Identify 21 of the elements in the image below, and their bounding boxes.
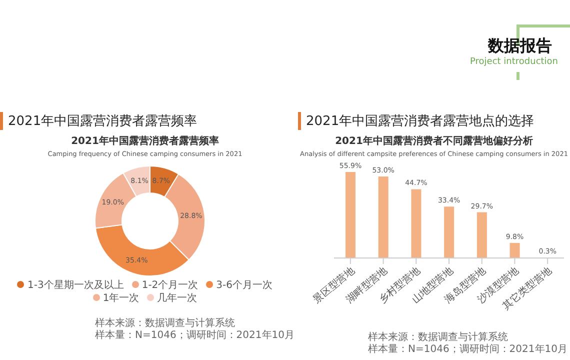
text: 样本来源：数据调查与计算系统 xyxy=(368,332,509,344)
chart-title: 2021年中国露营消费者露营频率 xyxy=(8,113,198,130)
text: Project introduction xyxy=(470,57,558,67)
legend-label: 1-3个星期一次及以上 xyxy=(26,279,124,292)
text: 样本来源：数据调查与计算系统 xyxy=(95,318,236,330)
chart-subtitle: 2021年中国露营消费者不同露营地偏好分析 xyxy=(334,136,534,148)
text: 样本量：N=1046；调研时间：2021年10月 xyxy=(368,344,568,356)
bar xyxy=(411,189,422,258)
bar xyxy=(346,172,356,258)
text: 数据报告 xyxy=(488,36,552,57)
legend-label: 1-2个月一次 xyxy=(140,279,198,292)
bar xyxy=(510,242,520,258)
text: 样本量：N=1046；调研时间：2021年10月 xyxy=(95,330,294,342)
chart-title: 2021年中国露营消费者露营地点的选择 xyxy=(306,113,534,130)
chart-subtitle: 2021年中国露营消费者露营频率 xyxy=(70,136,220,148)
bar xyxy=(378,176,388,258)
bar xyxy=(476,212,487,258)
legend-label: 几年一次 xyxy=(156,292,198,305)
bar xyxy=(444,206,454,258)
legend-label: 1年一次 xyxy=(102,292,140,305)
legend-label: 3-6个月一次 xyxy=(215,279,273,292)
